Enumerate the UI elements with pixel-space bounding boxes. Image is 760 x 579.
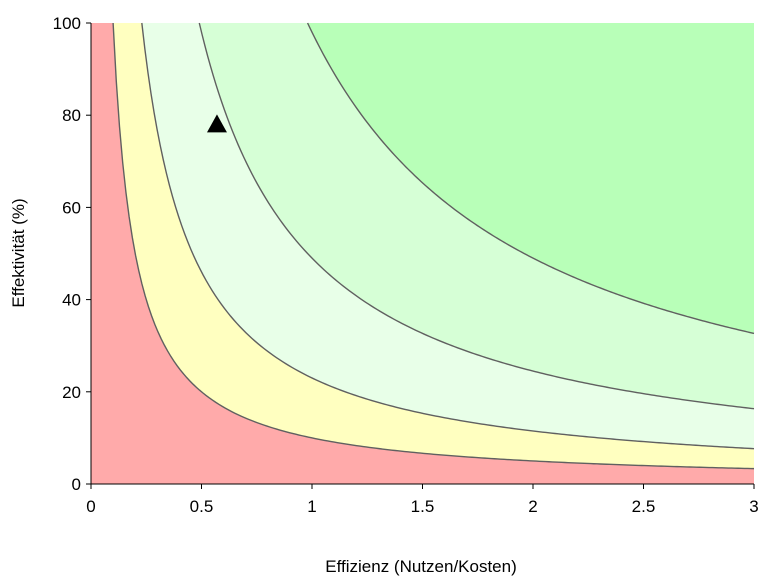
y-tick-label: 20 xyxy=(62,383,81,402)
y-axis-ticks: 0 20 40 60 80 100 xyxy=(53,14,91,494)
y-tick-label: 100 xyxy=(53,14,81,33)
x-tick-label: 2.5 xyxy=(632,497,656,516)
contour-line-1 xyxy=(141,22,755,450)
x-tick-label: 1 xyxy=(307,497,316,516)
y-axis-label: Effektivität (%) xyxy=(9,198,28,307)
plot-regions xyxy=(91,23,755,484)
x-tick-label: 0.5 xyxy=(190,497,214,516)
marker-layer xyxy=(206,114,227,133)
x-axis-ticks: 0 0.5 1 1.5 2 2.5 3 xyxy=(86,484,759,516)
region-4 xyxy=(307,23,754,334)
x-tick-label: 1.5 xyxy=(411,497,435,516)
y-tick-label: 0 xyxy=(72,475,81,494)
contour-line-2 xyxy=(198,22,755,410)
x-axis-label: Effizienz (Nutzen/Kosten) xyxy=(325,557,517,576)
contour-line-3 xyxy=(306,22,755,335)
x-tick-label: 0 xyxy=(86,497,95,516)
y-tick-label: 60 xyxy=(62,198,81,217)
x-tick-label: 3 xyxy=(749,497,758,516)
y-tick-label: 40 xyxy=(62,291,81,310)
x-tick-label: 2 xyxy=(528,497,537,516)
y-tick-label: 80 xyxy=(62,106,81,125)
triangle-marker xyxy=(206,114,227,133)
contour-line-0 xyxy=(112,22,755,470)
contour-lines xyxy=(112,22,755,470)
